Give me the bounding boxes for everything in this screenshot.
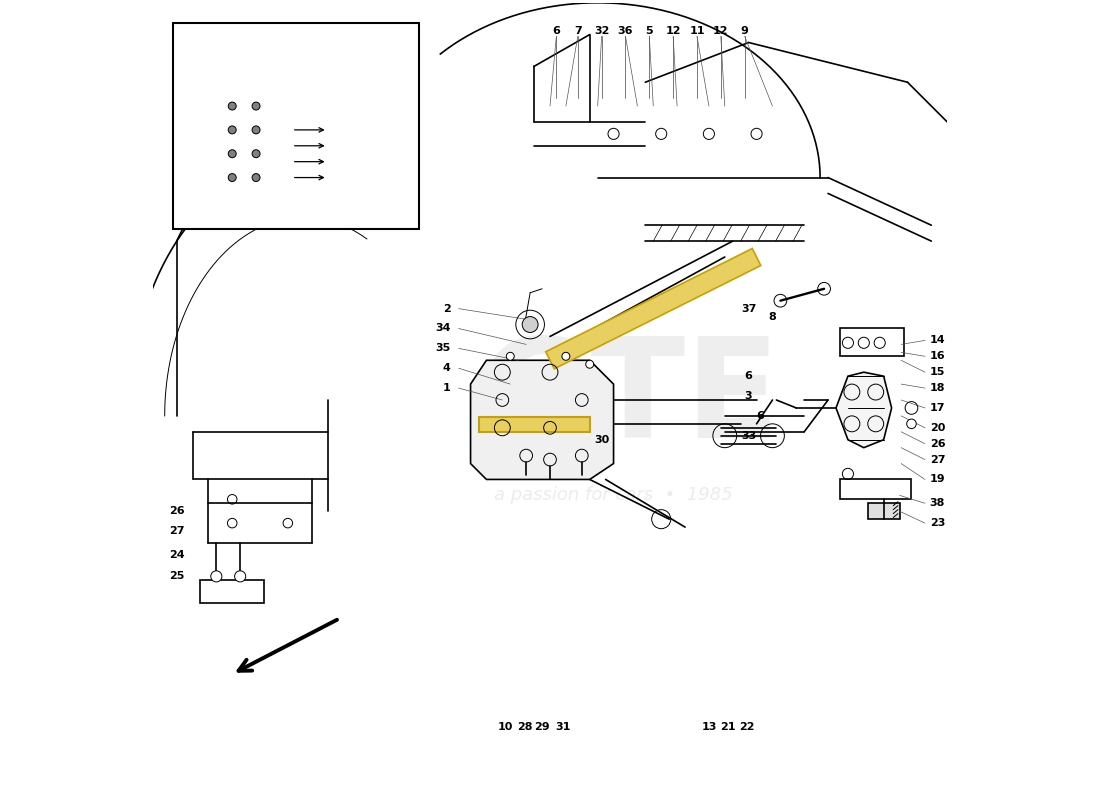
Text: 11: 11 — [690, 26, 705, 35]
Text: 38: 38 — [930, 498, 945, 508]
Text: 21: 21 — [720, 722, 736, 732]
Polygon shape — [478, 418, 590, 432]
Circle shape — [506, 352, 515, 360]
Circle shape — [234, 571, 245, 582]
Text: 6: 6 — [757, 411, 764, 421]
Text: 26: 26 — [930, 438, 945, 449]
Text: 30: 30 — [594, 434, 609, 445]
Circle shape — [522, 317, 538, 333]
Text: 12: 12 — [666, 26, 681, 35]
Text: 6: 6 — [745, 371, 752, 381]
Circle shape — [229, 102, 236, 110]
Circle shape — [229, 150, 236, 158]
Circle shape — [562, 352, 570, 360]
Circle shape — [252, 150, 260, 158]
Text: 16: 16 — [930, 351, 945, 362]
Text: 27: 27 — [930, 454, 945, 465]
Circle shape — [586, 360, 594, 368]
Text: 14: 14 — [930, 335, 945, 346]
Text: 1: 1 — [443, 383, 451, 393]
FancyBboxPatch shape — [173, 22, 419, 229]
Text: 4: 4 — [443, 363, 451, 374]
Text: 33: 33 — [741, 430, 756, 441]
Text: 7: 7 — [574, 26, 582, 35]
Text: 25: 25 — [169, 571, 185, 582]
Text: 26: 26 — [168, 506, 185, 516]
Polygon shape — [471, 360, 614, 479]
Text: 39: 39 — [236, 141, 252, 150]
Text: 37: 37 — [741, 304, 757, 314]
Circle shape — [906, 419, 916, 429]
Polygon shape — [546, 249, 761, 369]
Text: 36: 36 — [618, 26, 634, 35]
FancyBboxPatch shape — [200, 580, 264, 602]
FancyBboxPatch shape — [840, 329, 903, 356]
Text: 31: 31 — [556, 722, 571, 732]
Text: 9: 9 — [740, 26, 749, 35]
Text: a passion for cars  •  1985: a passion for cars • 1985 — [494, 486, 733, 504]
Text: 13: 13 — [701, 722, 716, 732]
Text: 34: 34 — [436, 323, 451, 334]
Text: 32: 32 — [594, 26, 609, 35]
Circle shape — [229, 174, 236, 182]
Text: 15: 15 — [930, 367, 945, 377]
Text: 29: 29 — [535, 722, 550, 732]
Text: 20: 20 — [930, 423, 945, 433]
Text: 17: 17 — [930, 403, 945, 413]
Text: 3: 3 — [745, 391, 752, 401]
Text: GTE: GTE — [478, 333, 780, 467]
Polygon shape — [836, 372, 892, 448]
Text: 27: 27 — [169, 526, 185, 536]
Text: 35: 35 — [436, 343, 451, 354]
Circle shape — [252, 174, 260, 182]
Circle shape — [211, 571, 222, 582]
Text: 28: 28 — [517, 722, 532, 732]
Circle shape — [252, 126, 260, 134]
Text: 2: 2 — [443, 304, 451, 314]
Text: 5: 5 — [646, 26, 653, 35]
Text: 18: 18 — [930, 383, 945, 393]
Text: 10: 10 — [498, 722, 514, 732]
Text: 19: 19 — [930, 474, 945, 485]
FancyBboxPatch shape — [868, 503, 900, 519]
Circle shape — [252, 102, 260, 110]
Text: 8: 8 — [769, 311, 777, 322]
Text: 23: 23 — [930, 518, 945, 528]
Text: 24: 24 — [168, 550, 185, 560]
Text: 12: 12 — [713, 26, 728, 35]
Text: 6: 6 — [552, 26, 560, 35]
FancyBboxPatch shape — [840, 479, 912, 499]
Text: 22: 22 — [739, 722, 755, 732]
Circle shape — [229, 126, 236, 134]
